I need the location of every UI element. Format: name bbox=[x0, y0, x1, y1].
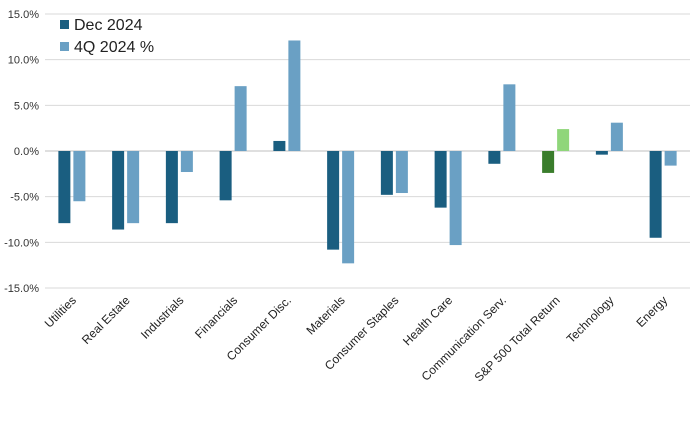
legend-swatch-4q-2024 bbox=[60, 42, 69, 51]
category-label-utilities: Utilities bbox=[42, 293, 79, 330]
legend-label-dec-2024: Dec 2024 bbox=[74, 17, 143, 34]
category-label-materials: Materials bbox=[303, 293, 347, 337]
bars bbox=[58, 40, 677, 264]
bar-communication-serv-dec-2024 bbox=[488, 151, 501, 164]
bar-technology-dec-2024 bbox=[595, 151, 608, 155]
x-axis-categories: Utilities Real Estate Industrials Financial… bbox=[42, 293, 670, 384]
bar-materials-dec-2024 bbox=[327, 151, 340, 250]
y-tick-label: 15.0% bbox=[8, 9, 39, 21]
bar-materials-4q-2024 bbox=[342, 151, 355, 264]
bar-real-estate-4q-2024 bbox=[127, 151, 140, 224]
y-tick-label: -10.0% bbox=[4, 237, 39, 249]
bar-industrials-dec-2024 bbox=[165, 151, 178, 224]
category-label-health-care: Health Care bbox=[400, 293, 455, 348]
legend-label-4q-2024: 4Q 2024 % bbox=[74, 39, 154, 56]
bar-financials-dec-2024 bbox=[219, 151, 232, 201]
bar-consumer-disc-4q-2024 bbox=[288, 40, 301, 152]
bar-consumer-staples-4q-2024 bbox=[395, 151, 408, 194]
category-label-energy: Energy bbox=[633, 293, 670, 330]
bar-energy-dec-2024 bbox=[649, 151, 662, 238]
legend-swatch-dec-2024 bbox=[60, 20, 69, 29]
y-axis-ticks: 15.0% 10.0% 5.0% 0.0% -5.0% -10.0% -15.0% bbox=[4, 9, 39, 295]
bar-financials-4q-2024 bbox=[234, 86, 247, 151]
bar-consumer-staples-dec-2024 bbox=[380, 151, 393, 195]
bar-consumer-disc-dec-2024 bbox=[273, 140, 286, 151]
category-label-financials: Financials bbox=[192, 293, 240, 341]
y-tick-label: 0.0% bbox=[14, 146, 39, 158]
bar-health-care-dec-2024 bbox=[434, 151, 447, 208]
category-label-technology: Technology bbox=[564, 293, 617, 346]
y-tick-label: -5.0% bbox=[10, 192, 39, 204]
bar-industrials-4q-2024 bbox=[180, 151, 193, 173]
bar-communication-serv-4q-2024 bbox=[503, 84, 516, 151]
y-tick-label: -15.0% bbox=[4, 283, 39, 295]
bar-real-estate-dec-2024 bbox=[112, 151, 125, 230]
category-label-real-estate: Real Estate bbox=[79, 293, 133, 347]
bar-health-care-4q-2024 bbox=[449, 151, 462, 246]
bar-utilities-4q-2024 bbox=[73, 151, 86, 202]
bar-sandp-500-total-return-dec-2024 bbox=[542, 151, 555, 173]
bar-technology-4q-2024 bbox=[610, 122, 623, 151]
bar-energy-4q-2024 bbox=[664, 151, 677, 166]
gridlines bbox=[45, 13, 690, 289]
bar-utilities-dec-2024 bbox=[58, 151, 71, 224]
category-label-industrials: Industrials bbox=[138, 293, 187, 342]
y-tick-label: 10.0% bbox=[8, 55, 39, 67]
bar-sandp-500-total-return-4q-2024 bbox=[557, 129, 570, 151]
y-tick-label: 5.0% bbox=[14, 100, 39, 112]
legend: Dec 2024 4Q 2024 % bbox=[60, 17, 154, 56]
